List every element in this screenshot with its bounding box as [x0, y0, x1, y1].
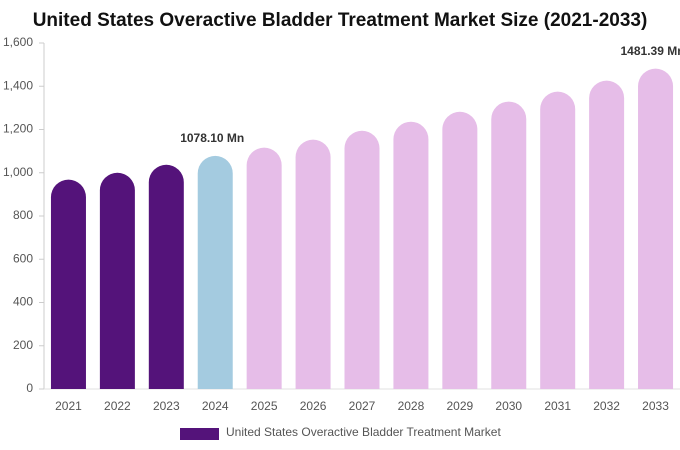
x-tick-label: 2027	[349, 399, 376, 413]
bar	[99, 172, 135, 389]
x-tick-label: 2024	[202, 399, 229, 413]
bar	[589, 80, 625, 389]
y-tick-label: 0	[26, 381, 33, 395]
bar	[393, 121, 429, 389]
y-tick-label: 1,000	[3, 165, 33, 179]
x-tick-label: 2029	[446, 399, 473, 413]
bar	[344, 130, 380, 390]
bar	[638, 68, 674, 390]
y-tick-label: 400	[13, 295, 33, 309]
x-tick-label: 2025	[251, 399, 278, 413]
x-tick-label: 2022	[104, 399, 131, 413]
legend-label: United States Overactive Bladder Treatme…	[226, 425, 501, 439]
bar	[491, 101, 527, 389]
value-label: 1078.10 Mn	[180, 131, 244, 145]
x-tick-label: 2031	[544, 399, 571, 413]
chart-title: United States Overactive Bladder Treatme…	[33, 10, 648, 31]
bar	[50, 179, 86, 389]
y-tick-label: 1,600	[3, 35, 33, 49]
bar	[148, 164, 184, 389]
bar	[246, 147, 282, 389]
legend-swatch	[180, 428, 219, 440]
bar	[540, 91, 576, 389]
x-tick-label: 2032	[593, 399, 620, 413]
x-tick-label: 2026	[300, 399, 327, 413]
value-label: 1481.39 Mn	[621, 44, 680, 58]
bar	[197, 155, 233, 389]
bar	[442, 111, 478, 389]
bar	[295, 139, 331, 389]
y-tick-label: 600	[13, 251, 33, 265]
y-tick-label: 1,200	[3, 122, 33, 136]
y-tick-label: 800	[13, 208, 33, 222]
x-tick-label: 2033	[642, 399, 669, 413]
x-tick-label: 2021	[55, 399, 82, 413]
x-tick-label: 2028	[398, 399, 425, 413]
y-tick-label: 200	[13, 338, 33, 352]
x-tick-label: 2030	[495, 399, 522, 413]
x-tick-label: 2023	[153, 399, 180, 413]
y-tick-label: 1,400	[3, 78, 33, 92]
